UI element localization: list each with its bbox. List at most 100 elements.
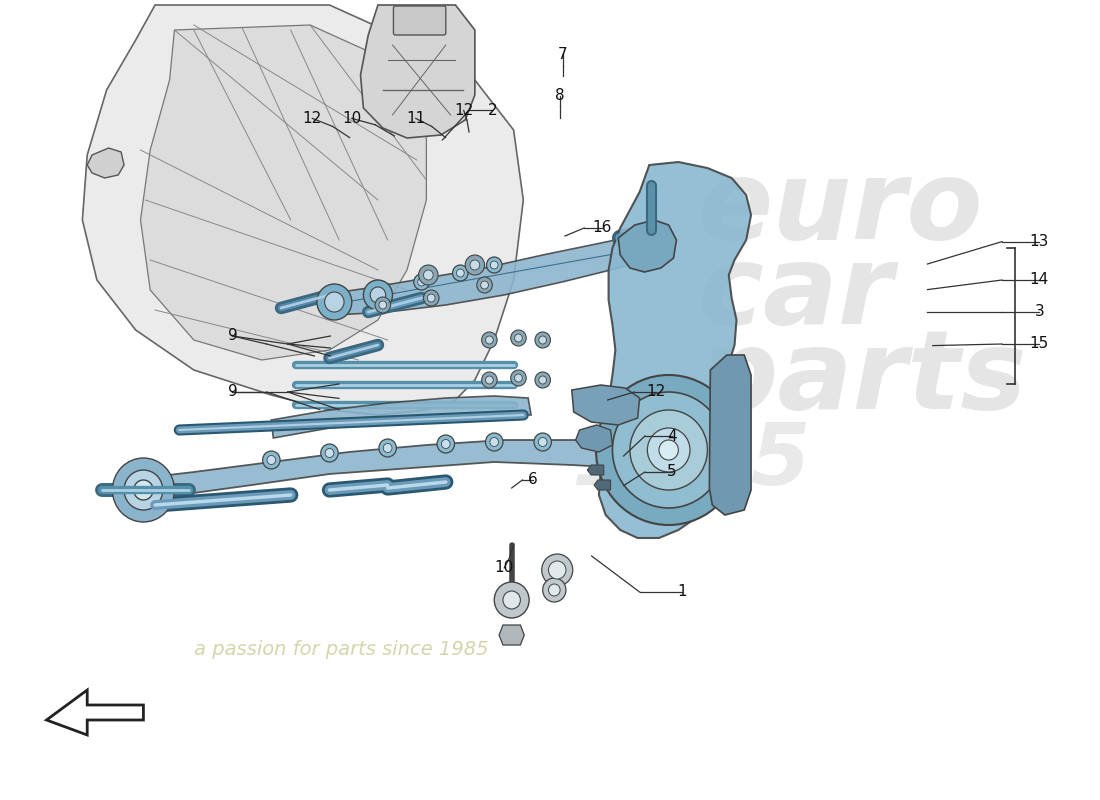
Polygon shape: [572, 385, 639, 425]
Circle shape: [371, 287, 386, 303]
Text: 10: 10: [342, 111, 362, 126]
Text: euro: euro: [697, 155, 983, 262]
Polygon shape: [587, 465, 604, 475]
Polygon shape: [272, 396, 531, 438]
Text: 15: 15: [1030, 337, 1049, 351]
Circle shape: [515, 334, 522, 342]
Polygon shape: [87, 148, 124, 178]
Circle shape: [613, 392, 725, 508]
Circle shape: [538, 438, 547, 446]
Circle shape: [375, 297, 390, 313]
Circle shape: [263, 451, 280, 469]
Text: 8: 8: [554, 89, 564, 103]
Circle shape: [452, 265, 469, 281]
Circle shape: [491, 261, 498, 269]
Text: 5: 5: [667, 465, 676, 479]
Polygon shape: [320, 235, 654, 315]
Text: 7: 7: [558, 47, 568, 62]
Circle shape: [326, 449, 334, 458]
Text: 3: 3: [1034, 305, 1044, 319]
Circle shape: [124, 470, 163, 510]
Circle shape: [539, 376, 547, 384]
Circle shape: [437, 435, 454, 453]
Circle shape: [630, 410, 707, 490]
Text: 16: 16: [593, 221, 612, 235]
Circle shape: [378, 301, 387, 309]
Circle shape: [482, 372, 497, 388]
Circle shape: [485, 433, 503, 451]
Text: 12: 12: [454, 103, 473, 118]
Polygon shape: [598, 162, 751, 538]
Text: 12: 12: [302, 111, 322, 126]
Circle shape: [317, 284, 352, 320]
Text: car: car: [697, 240, 893, 347]
Circle shape: [535, 332, 550, 348]
Polygon shape: [46, 690, 143, 735]
Polygon shape: [361, 5, 475, 138]
Circle shape: [596, 375, 741, 525]
Polygon shape: [499, 625, 525, 645]
Circle shape: [486, 257, 502, 273]
Circle shape: [456, 269, 464, 277]
Circle shape: [428, 294, 436, 302]
Circle shape: [485, 336, 493, 344]
Polygon shape: [82, 5, 524, 415]
Text: 14: 14: [1030, 273, 1049, 287]
Circle shape: [549, 561, 565, 579]
Circle shape: [112, 458, 175, 522]
Circle shape: [441, 439, 450, 449]
Circle shape: [476, 277, 493, 293]
Polygon shape: [575, 425, 613, 452]
Circle shape: [324, 292, 344, 312]
Circle shape: [470, 260, 480, 270]
Polygon shape: [594, 480, 610, 490]
Text: 6: 6: [528, 473, 538, 487]
FancyBboxPatch shape: [394, 6, 446, 35]
Circle shape: [510, 370, 526, 386]
Circle shape: [267, 455, 276, 465]
Circle shape: [510, 330, 526, 346]
Circle shape: [321, 444, 338, 462]
Circle shape: [648, 428, 690, 472]
Circle shape: [490, 438, 498, 446]
Circle shape: [383, 443, 392, 453]
Text: 11: 11: [406, 111, 426, 126]
Circle shape: [465, 255, 484, 275]
Circle shape: [424, 270, 433, 280]
Circle shape: [378, 439, 396, 457]
Text: 9: 9: [228, 329, 238, 343]
Polygon shape: [710, 355, 751, 515]
Circle shape: [659, 440, 679, 460]
Circle shape: [424, 290, 439, 306]
Circle shape: [541, 554, 573, 586]
Polygon shape: [141, 25, 427, 360]
Circle shape: [414, 274, 429, 290]
Polygon shape: [618, 220, 676, 272]
Circle shape: [549, 584, 560, 596]
Circle shape: [418, 278, 426, 286]
Circle shape: [419, 265, 438, 285]
Circle shape: [485, 376, 493, 384]
Circle shape: [482, 332, 497, 348]
Circle shape: [542, 578, 565, 602]
Text: 2: 2: [487, 103, 497, 118]
Text: a passion for parts since 1985: a passion for parts since 1985: [194, 640, 488, 659]
Polygon shape: [126, 440, 659, 502]
Text: 1: 1: [678, 585, 688, 599]
Text: 12: 12: [646, 385, 666, 399]
Text: parts: parts: [697, 325, 1026, 432]
Polygon shape: [620, 442, 663, 485]
Text: 1985: 1985: [572, 420, 812, 503]
Circle shape: [503, 591, 520, 609]
Text: 10: 10: [495, 561, 514, 575]
Circle shape: [481, 281, 488, 289]
Text: 4: 4: [667, 429, 676, 443]
Circle shape: [363, 280, 393, 310]
Text: 9: 9: [228, 385, 238, 399]
Text: 13: 13: [1030, 234, 1049, 249]
Circle shape: [515, 374, 522, 382]
Circle shape: [539, 336, 547, 344]
Circle shape: [494, 582, 529, 618]
Circle shape: [134, 480, 153, 500]
Circle shape: [535, 372, 550, 388]
